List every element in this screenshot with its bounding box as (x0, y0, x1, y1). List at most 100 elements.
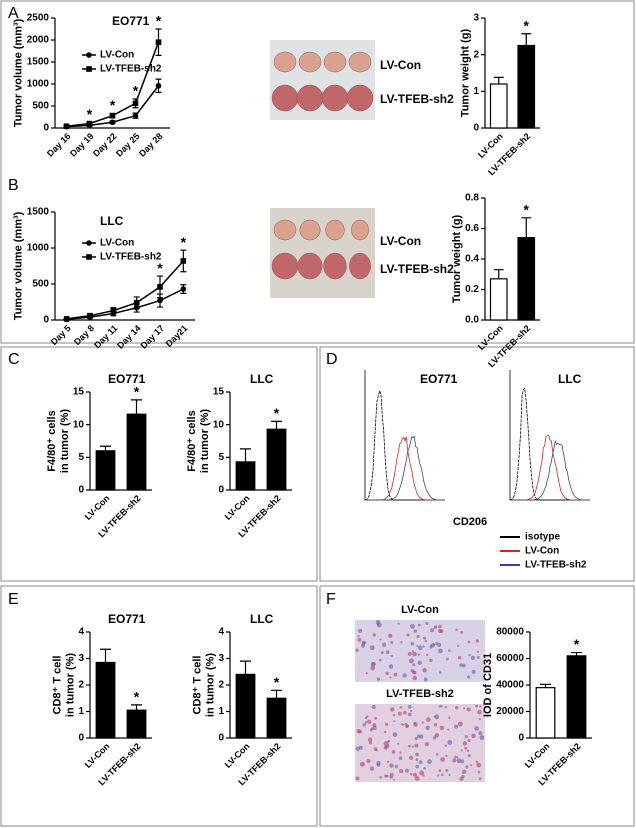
stain-dot (448, 773, 451, 776)
stain-dot (476, 650, 479, 653)
significance: * (524, 17, 530, 33)
stain-dot (375, 749, 378, 752)
marker (180, 258, 187, 264)
x-tick-label: LV-Con (83, 493, 112, 522)
stain-dot (422, 774, 425, 777)
y-tick-label: 500 (32, 279, 49, 290)
x-tick-label: Day 17 (138, 323, 166, 351)
stain-dot (422, 667, 427, 673)
y-tick-label: 2 (218, 680, 224, 691)
y-axis-label: Tumor weight (g) (459, 28, 471, 117)
stain-dot (460, 749, 463, 752)
photo-label: LV-Con (380, 58, 421, 72)
y-tick-label: 10 (73, 419, 85, 430)
stain-dot (444, 744, 447, 747)
stain-dot (452, 758, 457, 763)
stain-label: LV-Con (401, 604, 439, 616)
x-tick-label: Day21 (164, 323, 190, 349)
y-tick-label: 0 (518, 733, 524, 744)
marker (132, 112, 139, 119)
stain-dot (427, 759, 432, 764)
error-bar (155, 78, 162, 93)
y-tick-label: 0.2 (465, 284, 479, 295)
tumor (351, 219, 369, 241)
bar (266, 428, 287, 491)
flow-axis (364, 370, 445, 501)
stain-dot (355, 776, 360, 781)
stain-dot (407, 704, 412, 709)
y-tick-label: 0 (78, 733, 84, 744)
stain-dot (430, 628, 435, 633)
stain-image (355, 620, 485, 682)
stain-dot (392, 732, 398, 737)
stain-dot (471, 733, 476, 739)
stain-dot (457, 644, 460, 648)
error-bar (133, 296, 140, 310)
line (66, 260, 184, 320)
y-tick-label: 1500 (27, 57, 50, 68)
error-bar (155, 28, 162, 56)
stain-dot (423, 636, 427, 640)
stain-dot (424, 742, 429, 747)
y-axis-label: IOD of CD31 (482, 653, 494, 717)
stain-dot (397, 742, 400, 745)
stain-dot (409, 772, 413, 776)
legend-label: LV-Con (100, 238, 134, 249)
y-tick-label: 0.8 (465, 193, 479, 204)
bar (235, 461, 256, 491)
stain-dot (478, 717, 481, 721)
stain-dot (355, 746, 360, 751)
tumor (297, 252, 323, 280)
stain-dot (475, 760, 478, 764)
x-tick-label: LV-Con (223, 493, 252, 522)
y-axis-label: Tumor volume (mm³) (13, 18, 25, 127)
stain-dot (414, 737, 418, 741)
stain-dot (424, 639, 428, 643)
stain-dot (398, 769, 404, 774)
stain-dot (438, 769, 442, 773)
stain-dot (415, 758, 419, 762)
stain-dot (393, 672, 398, 677)
error-bar (99, 648, 112, 663)
stain-dot (435, 753, 439, 756)
marker (132, 100, 139, 107)
significance: * (574, 636, 580, 652)
stain-dot (414, 776, 420, 781)
stain-dot (464, 746, 468, 750)
stain-dot (429, 658, 433, 663)
panel-letter: A (8, 5, 19, 22)
significance: * (87, 106, 93, 122)
stain-dot (440, 704, 443, 708)
stain-dot (394, 764, 399, 769)
stain-dot (465, 765, 469, 769)
tumor (273, 219, 297, 241)
stain-dot (411, 745, 414, 748)
stain-dot (393, 720, 396, 723)
stain-dot (385, 650, 390, 655)
stain-dot (369, 645, 375, 651)
bar (489, 83, 508, 129)
error-bar (493, 76, 504, 84)
tumor (323, 51, 347, 73)
error-bar (157, 275, 163, 299)
stain-dot (358, 628, 363, 634)
stain-dot (400, 641, 403, 644)
bar (235, 673, 256, 739)
stain-dot (438, 624, 442, 629)
line (66, 288, 184, 321)
stain-dot (366, 719, 372, 724)
stain-dot (414, 743, 419, 748)
stain-dot (463, 707, 466, 710)
stain-dot (364, 716, 368, 720)
stain-dot (390, 640, 394, 644)
y-axis-label: F4/80⁺ cells (46, 410, 58, 471)
stain-dot (423, 767, 426, 770)
stain-dot (407, 651, 412, 656)
bar (535, 687, 556, 739)
flow-axis (509, 370, 590, 501)
stain-dot (379, 638, 382, 641)
stain-dot (455, 628, 458, 632)
x-tick-label: Day 22 (91, 131, 119, 159)
